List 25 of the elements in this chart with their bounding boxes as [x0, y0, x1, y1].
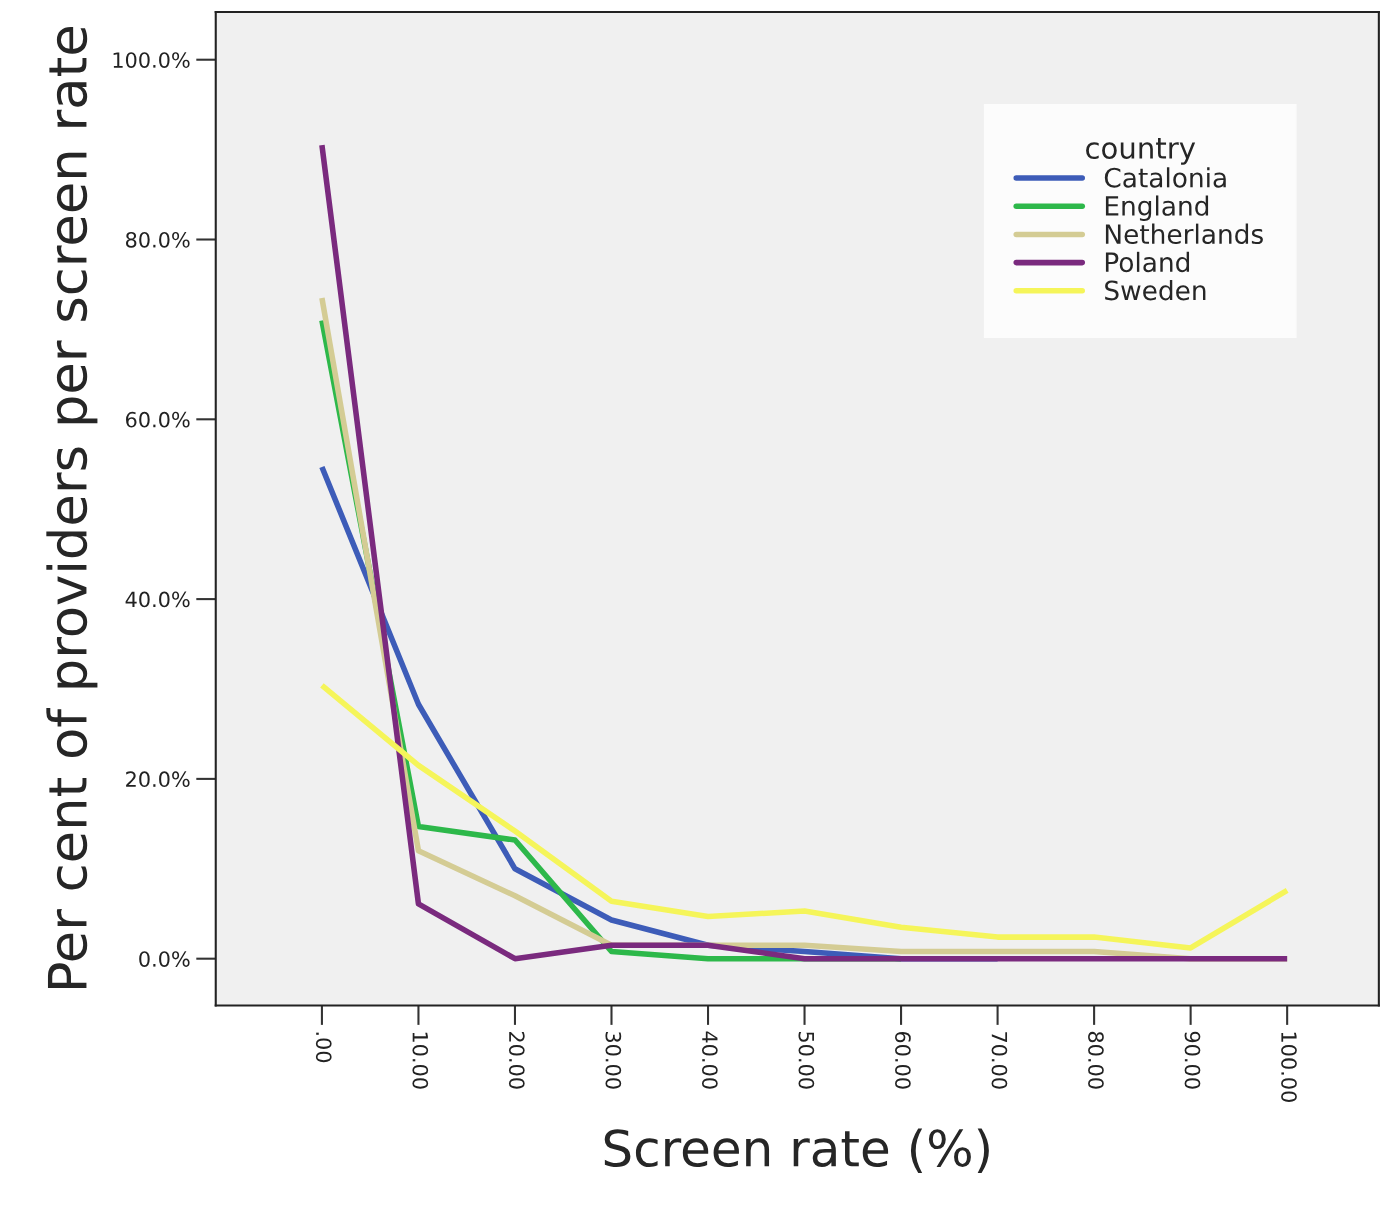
y-axis-title: Per cent of providers per screen rate — [46, 27, 98, 989]
y-tick-label: 40.0% — [125, 591, 190, 608]
x-axis-title: Screen rate (%) — [604, 1128, 989, 1173]
x-tick-label: 10.00 — [412, 1032, 429, 1089]
legend-label: Sweden — [1105, 279, 1206, 301]
legend-label: Catalonia — [1104, 167, 1226, 188]
y-tick-label: 0.0% — [139, 951, 190, 967]
x-tick-label: 40.00 — [701, 1031, 718, 1089]
legend-title: country — [1086, 138, 1196, 165]
x-tick-label: .00 — [315, 1032, 332, 1063]
y-tick-label: 60.0% — [126, 411, 190, 428]
x-tick-label: 100.00 — [1281, 1032, 1297, 1102]
legend-label: Netherlands — [1105, 223, 1263, 245]
legend-label: England — [1105, 195, 1209, 221]
x-tick-label: 80.00 — [1088, 1031, 1104, 1089]
legend-label: Poland — [1105, 251, 1190, 273]
x-tick-label: 60.00 — [895, 1031, 911, 1089]
x-tick-label: 20.00 — [508, 1031, 525, 1089]
x-tick-label: 50.00 — [798, 1032, 815, 1089]
y-tick-label: 100.0% — [113, 52, 190, 68]
x-tick-label: 30.00 — [605, 1032, 622, 1089]
x-tick-label: 70.00 — [991, 1032, 1008, 1089]
y-tick-label: 20.0% — [126, 771, 190, 788]
y-tick-label: 80.0% — [125, 231, 190, 248]
x-tick-label: 90.00 — [1184, 1031, 1201, 1089]
